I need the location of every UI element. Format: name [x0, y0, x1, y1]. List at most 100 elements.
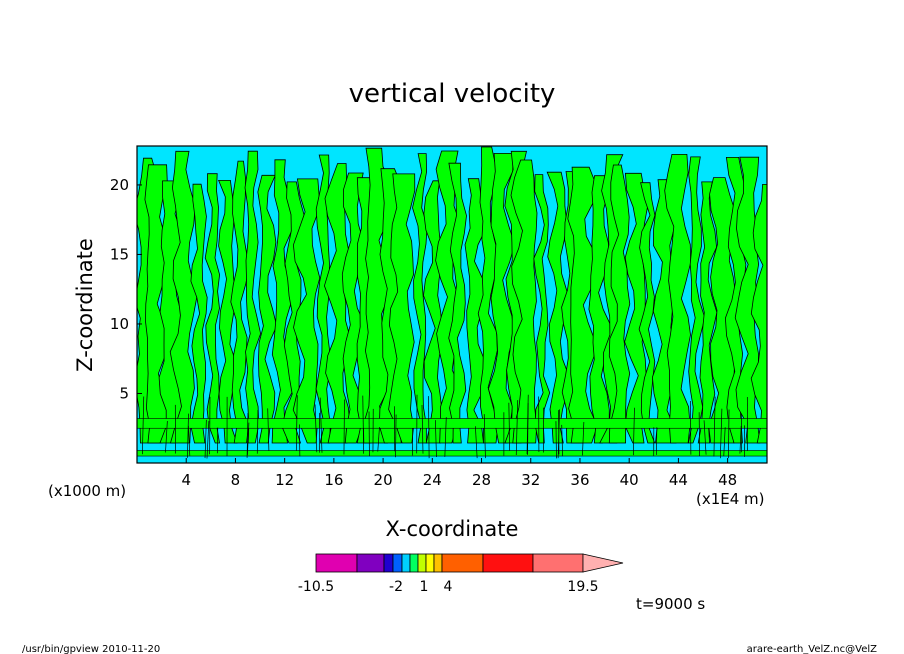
- x-tick-label: 28: [472, 471, 491, 489]
- contour-line: [246, 413, 249, 458]
- chart-title: vertical velocity: [349, 79, 556, 109]
- positive-velocity-region: [169, 150, 198, 444]
- contour-line: [508, 402, 511, 451]
- colorbar-segment: [409, 553, 419, 573]
- colorbar-segment: [532, 553, 584, 573]
- x-tick-label: 40: [620, 471, 639, 489]
- contour-line: [165, 420, 168, 453]
- colorbar-labels: -10.5 -2 1 4 19.5: [298, 579, 599, 595]
- contour-line: [475, 426, 478, 459]
- contour-line: [421, 405, 424, 454]
- contour-line: [314, 404, 318, 453]
- contour-line: [632, 407, 635, 456]
- contour-line: [206, 420, 210, 459]
- contour-line: [187, 413, 189, 458]
- x-axis-label: X-coordinate: [386, 517, 519, 541]
- x-tick-label: 12: [275, 471, 294, 489]
- contour-line: [444, 417, 447, 457]
- x-axis-ticks: 4 8 12 16 20 24 28 32 36 40 44 48: [181, 458, 737, 489]
- colorbar-segment: [441, 553, 484, 573]
- positive-velocity-region: [750, 184, 767, 444]
- contour-line: [247, 422, 250, 456]
- contour-line: [690, 401, 692, 455]
- contour-line: [298, 424, 301, 457]
- x-tick-label: 24: [423, 471, 442, 489]
- x-tick-label: 4: [181, 471, 191, 489]
- positive-velocity-region: [608, 164, 631, 444]
- positive-velocity-region: [292, 178, 321, 444]
- x-tick-label: 32: [521, 471, 540, 489]
- contour-line: [267, 408, 270, 451]
- x-tick-label: 20: [374, 471, 393, 489]
- colorbar-overflow-arrow: [582, 553, 624, 573]
- footer-right-text: arare-earth_VelZ.nc@VelZ: [747, 644, 878, 654]
- positive-velocity-region: [510, 159, 538, 444]
- colorbar-segment: [425, 553, 435, 573]
- contour-line: [527, 403, 529, 455]
- positive-velocity-region: [230, 160, 250, 444]
- y-axis-unit: (x1000 m): [48, 482, 126, 500]
- contour-line: [739, 425, 742, 454]
- time-annotation: t=9000 s: [636, 595, 705, 613]
- x-tick-label: 8: [231, 471, 241, 489]
- positive-velocity-region: [687, 156, 706, 444]
- contour-line: [703, 420, 707, 455]
- contour-line: [483, 414, 486, 459]
- contour-line: [561, 424, 563, 457]
- y-tick-label: 5: [119, 384, 129, 402]
- y-tick-label: 20: [110, 176, 129, 194]
- contour-line: [295, 395, 298, 451]
- x-tick-label: 36: [570, 471, 589, 489]
- colorbar-segment: [482, 553, 534, 573]
- contour-line: [719, 408, 723, 459]
- contour-line: [142, 396, 145, 455]
- positive-velocity-region: [204, 173, 221, 444]
- colorbar-label: 4: [444, 579, 453, 595]
- contour-line: [555, 421, 557, 459]
- contour-line: [362, 395, 364, 454]
- contour-line: [256, 410, 259, 454]
- colorbar-segment: [315, 553, 358, 573]
- contour-line: [188, 425, 191, 456]
- positive-velocity-region: [638, 182, 656, 444]
- y-tick-label: 15: [110, 245, 129, 263]
- low-level-band: [137, 450, 767, 457]
- colorbar-label: -2: [389, 579, 403, 595]
- colorbar-label: -10.5: [298, 579, 334, 595]
- contour-line: [395, 414, 397, 458]
- colorbar-segment: [417, 553, 427, 573]
- contour-line: [557, 409, 560, 459]
- colorbar-segment: [401, 553, 411, 573]
- x-tick-label: 48: [718, 471, 737, 489]
- contour-line: [728, 409, 730, 459]
- contour-line: [204, 419, 207, 459]
- contour-line: [319, 397, 323, 453]
- colorbar-segment: [356, 553, 385, 573]
- contour-line: [435, 420, 437, 457]
- positive-velocity-region: [448, 162, 467, 444]
- contour-line: [582, 421, 585, 456]
- colorbar-segment: [392, 553, 403, 573]
- contour-plot-area: [136, 145, 768, 464]
- y-axis-ticks: 5 10 15 20: [110, 176, 142, 402]
- positive-velocity-region: [257, 174, 278, 444]
- colorbar-label: 19.5: [567, 579, 598, 595]
- x-tick-label: 16: [324, 471, 343, 489]
- x-tick-label: 44: [669, 471, 688, 489]
- positive-velocity-region: [388, 173, 416, 444]
- low-level-band: [137, 418, 767, 429]
- y-tick-label: 10: [110, 315, 129, 333]
- colorbar-segment: [383, 553, 394, 573]
- x-axis-unit: (x1E4 m): [696, 490, 765, 508]
- contour-line: [428, 396, 430, 459]
- colorbar-label: 1: [420, 579, 429, 595]
- colorbar: [315, 553, 624, 573]
- plot-frame: [136, 145, 768, 464]
- positive-velocity-region: [546, 171, 570, 444]
- contour-line: [713, 396, 716, 457]
- colorbar-segment: [433, 553, 443, 573]
- positive-velocity-region: [244, 150, 262, 444]
- positive-velocity-region: [533, 174, 551, 444]
- contour-line: [723, 427, 726, 457]
